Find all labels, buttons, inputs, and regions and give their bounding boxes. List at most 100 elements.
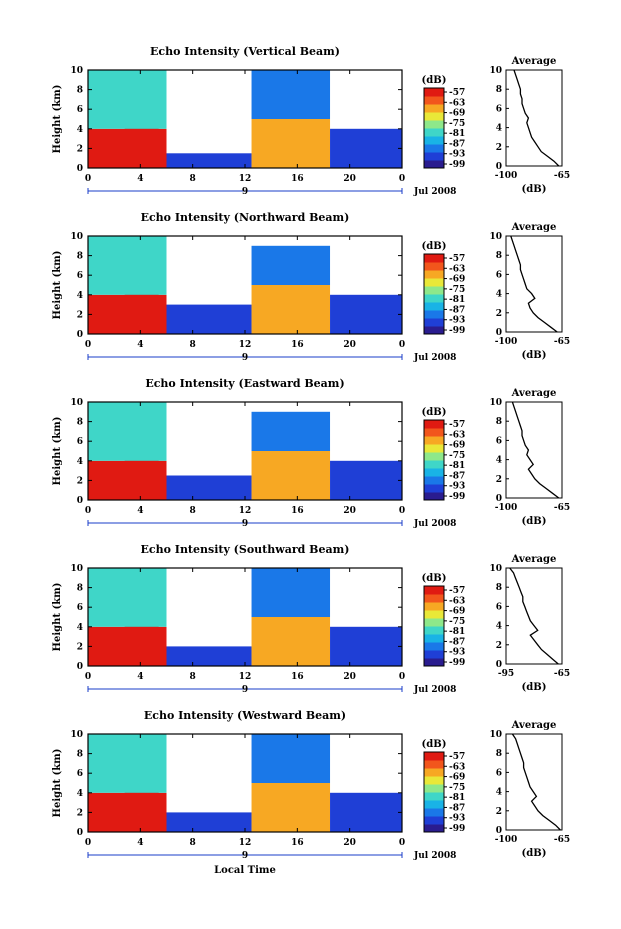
colorbar-swatch-2 [424,808,444,817]
average-y-tick-label: 8 [496,417,502,427]
colorbar-swatch-6 [424,776,444,785]
colorbar-swatch-4 [424,460,444,469]
average-y-tick-label: 8 [496,583,502,593]
average-title: Average [511,56,557,67]
y-tick-label: 10 [70,730,83,740]
panel-title: Echo Intensity (Southward Beam) [141,543,350,556]
date-label: Jul 2008 [413,519,456,529]
average-y-tick-label: 4 [496,456,502,466]
average-y-tick-label: 6 [496,104,502,114]
heatmap-cell-4 [251,617,331,666]
colorbar-label: -63 [449,264,465,274]
heatmap-cell-2 [88,568,167,627]
colorbar-frame [423,585,445,667]
colorbar-label: -81 [449,627,465,637]
colorbar-frame [423,253,445,335]
colorbar-swatch-5 [424,120,444,129]
y-tick-label: 8 [77,252,83,262]
heatmap-cell-1 [124,288,159,334]
colorbar-label: -81 [449,295,465,305]
colorbar-label: -57 [449,752,465,762]
heatmap-cell-4 [251,285,331,334]
colorbar-swatch-8 [424,594,444,603]
average-y-tick-label: 6 [496,602,502,612]
panel-title: Echo Intensity (Vertical Beam) [150,45,340,58]
average-y-tick-label: 2 [496,143,502,153]
colorbar-label: -57 [449,586,465,596]
colorbar-label: -99 [449,160,465,170]
average-x-tick-label: -100 [495,171,518,181]
heatmap-cell-4 [251,783,331,832]
colorbar-label: -81 [449,129,465,139]
y-tick-label: 2 [77,476,83,486]
y-tick-label: 6 [77,271,83,281]
colorbar-swatch-8 [424,760,444,769]
y-tick-label: 10 [70,66,83,76]
x-tick-label: 12 [239,672,252,682]
y-tick-label: 0 [77,330,83,340]
average-frame [505,235,563,333]
average-y-tick-label: 10 [489,564,502,574]
colorbar-swatch-3 [424,634,444,643]
panel-title: Echo Intensity (Westward Beam) [144,709,346,722]
x-tick-label: 4 [137,340,143,350]
y-tick-label: 2 [77,808,83,818]
y-axis-label: Height (km) [52,85,63,154]
x-tick-label: 8 [190,174,196,184]
average-y-tick-label: 8 [496,749,502,759]
colorbar-swatch-7 [424,602,444,611]
y-tick-label: 6 [77,437,83,447]
colorbar-label: -93 [449,150,465,160]
x-tick-label: 16 [291,838,304,848]
average-y-tick-label: 0 [496,826,502,836]
colorbar-label: -69 [449,275,465,285]
x-tick-label: 4 [137,838,143,848]
colorbar-swatch-2 [424,144,444,153]
x-tick-label: 8 [190,838,196,848]
colorbar-unit: (dB) [422,573,447,584]
x-tick-label: 12 [239,340,252,350]
y-tick-label: 10 [70,232,83,242]
colorbar-frame [423,87,445,169]
colorbar-label: -87 [449,305,465,315]
average-y-tick-label: 0 [496,660,502,670]
y-tick-label: 10 [70,564,83,574]
heatmap-cell-3 [166,304,252,334]
colorbar-swatch-3 [424,468,444,477]
x-tick-label: 0 [85,672,91,682]
colorbar-swatch-4 [424,294,444,303]
average-x-tick-label: -100 [495,337,518,347]
colorbar-swatch-1 [424,152,444,161]
colorbar-swatch-1 [424,484,444,493]
y-axis-label: Height (km) [52,749,63,818]
colorbar-label: -75 [449,783,465,793]
panel-4: Echo Intensity (Westward Beam)0 4 8 12 16 20 0… [52,709,570,876]
heatmap-cell-2 [88,70,167,129]
average-y-tick-label: 2 [496,641,502,651]
colorbar-label: -63 [449,596,465,606]
average-frame [505,69,563,167]
heatmap-cell-5 [251,734,331,783]
date-label: Jul 2008 [413,353,456,363]
x-tick-label: 12 [239,174,252,184]
colorbar-swatch-0 [424,492,444,501]
colorbar-swatch-7 [424,104,444,113]
y-tick-label: 4 [77,457,83,467]
average-x-label: (dB) [522,682,547,693]
heatmap-cell-1 [124,786,159,832]
average-y-tick-label: 4 [496,788,502,798]
heatmap-cell-5 [251,411,331,451]
date-marker: 9 [242,851,248,861]
heatmap-cell-1 [124,454,159,500]
y-tick-label: 8 [77,86,83,96]
colorbar-label: -57 [449,420,465,430]
x-tick-label: 8 [190,506,196,516]
colorbar-unit: (dB) [422,407,447,418]
average-x-tick-label: -65 [554,337,570,347]
panel-0: Echo Intensity (Vertical Beam)0 4 8 12 16 20 0… [52,45,570,197]
average-y-tick-label: 0 [496,162,502,172]
colorbar-swatch-5 [424,618,444,627]
colorbar-swatch-9 [424,752,444,761]
heatmap-cell-3 [166,812,252,832]
colorbar-label: -63 [449,762,465,772]
